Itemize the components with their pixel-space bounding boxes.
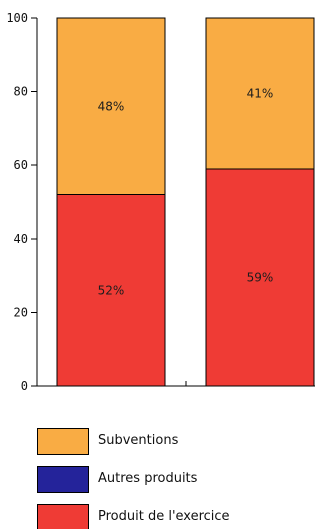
legend-swatch-produit-exercice xyxy=(37,504,89,529)
legend-swatch-autres-produits xyxy=(37,466,89,493)
bar-data-label-banane-produit-de-l-exercice: 59% xyxy=(247,270,274,284)
y-tick-label: 60 xyxy=(14,158,28,172)
bar-data-label-banane-subventions: 41% xyxy=(247,86,274,100)
bar-banane-subventions xyxy=(205,17,315,170)
legend-item-subventions: Subventions xyxy=(37,428,307,457)
legend-item-produit-exercice: Produit de l'exercice xyxy=(37,504,307,529)
bar-canne-produit-de-l-exercice xyxy=(56,194,166,387)
bar-data-label-canne-produit-de-l-exercice: 52% xyxy=(98,283,125,297)
y-tick-label: 0 xyxy=(21,379,28,393)
legend-label-subventions: Subventions xyxy=(98,433,179,448)
legend-item-autres-produits: Autres produits xyxy=(37,466,307,495)
bar-series: 52% 48% 59% 41% xyxy=(56,17,315,387)
y-tick-label: 100 xyxy=(6,11,28,25)
bar-canne-subventions xyxy=(56,17,166,196)
y-axis-ticks: 0 20 40 60 80 100 xyxy=(6,11,37,393)
legend-label-produit-exercice: Produit de l'exercice xyxy=(98,509,230,524)
bar-data-label-canne-subventions: 48% xyxy=(98,99,125,113)
bar-banane-produit-de-l-exercice xyxy=(205,168,315,387)
legend-swatch-subventions xyxy=(37,428,89,455)
legend-label-autres-produits: Autres produits xyxy=(98,471,198,486)
y-tick-label: 80 xyxy=(14,85,28,99)
y-tick-label: 20 xyxy=(14,305,28,319)
legend: Subventions Autres produits Produit de l… xyxy=(37,428,307,529)
y-tick-label: 40 xyxy=(14,232,28,246)
